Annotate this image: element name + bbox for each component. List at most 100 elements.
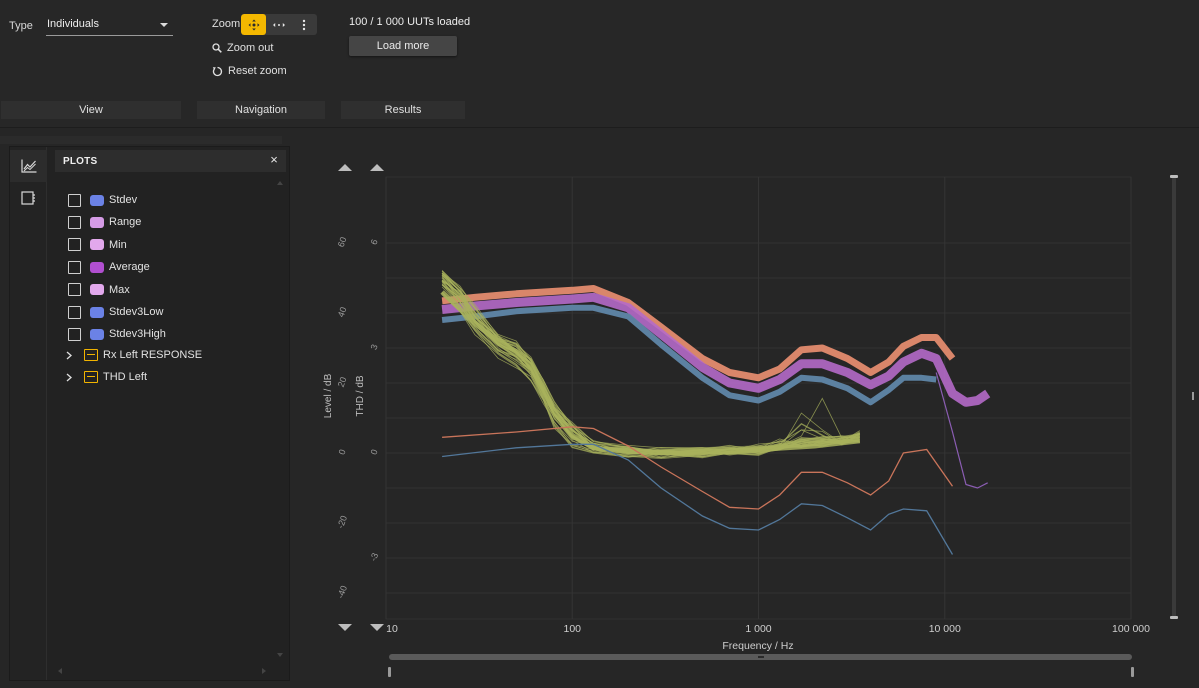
reset-zoom-label: Reset zoom	[228, 65, 287, 77]
horizontal-scrollbar-handle[interactable]	[388, 667, 391, 677]
x-tick-label: 100	[563, 623, 581, 635]
plots-panel: PLOTS × Stdev Range Min Average Max Stdev3Low…	[9, 146, 290, 681]
level-tick-label: 20	[336, 376, 349, 389]
chevron-right-icon[interactable]	[64, 348, 74, 362]
zoom-more-button[interactable]	[291, 14, 316, 35]
response-min-series[interactable]	[441, 304, 937, 406]
plot-item-label: Stdev	[109, 194, 138, 206]
plot-item-average[interactable]: Average	[68, 258, 150, 276]
type-select[interactable]: Individuals	[46, 15, 173, 36]
level-tick-label: 60	[336, 236, 349, 249]
color-swatch	[90, 216, 104, 228]
x-tick-label: 100 000	[1112, 623, 1150, 635]
checkbox[interactable]	[68, 327, 81, 341]
plot-item-stdev3high[interactable]: Stdev3High	[68, 325, 166, 343]
thd-tick-label: 6	[369, 238, 380, 246]
thd-max-series[interactable]	[442, 426, 954, 510]
pan-zoom-button[interactable]	[241, 14, 266, 35]
plot-item-label: Average	[109, 261, 150, 274]
x-axis-title: Frequency / Hz	[722, 640, 793, 652]
scroll-up-arrow[interactable]	[370, 164, 384, 171]
checkbox[interactable]	[68, 238, 81, 252]
horizontal-scrollbar-grip	[758, 656, 764, 658]
vertical-scrollbar[interactable]	[1172, 177, 1176, 619]
vertical-scrollbar-handle[interactable]	[1170, 616, 1178, 619]
thd-tick-label: 0	[369, 448, 380, 456]
plot-item-max[interactable]: Max	[68, 281, 130, 299]
load-more-button[interactable]: Load more	[349, 36, 457, 56]
chart-canvas[interactable]: 10 100 1 000 10 000 100 000 60 40 20 0 -20 -40 6 3 0 -…	[300, 140, 1199, 688]
scroll-up-arrow[interactable]	[277, 181, 283, 185]
checkbox[interactable]	[68, 305, 81, 319]
thd-trace	[441, 292, 860, 458]
series-group-icon	[84, 371, 98, 383]
section-view[interactable]: View	[1, 101, 181, 119]
scroll-up-arrow[interactable]	[338, 164, 352, 171]
scroll-down-arrow[interactable]	[277, 653, 283, 657]
chevron-right-icon[interactable]	[64, 370, 74, 384]
search-icon	[212, 43, 222, 53]
color-swatch	[90, 284, 104, 296]
color-swatch	[90, 328, 104, 340]
plot-item-label: Range	[109, 216, 142, 229]
scroll-right-arrow[interactable]	[262, 668, 266, 674]
reset-zoom-button[interactable]: Reset zoom	[212, 65, 287, 77]
plots-header: PLOTS ×	[55, 150, 286, 172]
checkbox[interactable]	[68, 215, 81, 229]
plot-item-stdev[interactable]: Stdev	[68, 191, 137, 209]
more-vertical-icon	[302, 19, 305, 30]
plot-item-label: Min	[109, 238, 127, 251]
response-max-series[interactable]	[441, 285, 956, 382]
section-results[interactable]: Results	[341, 101, 465, 119]
checkbox[interactable]	[68, 283, 81, 297]
close-icon[interactable]: ×	[270, 152, 278, 167]
level-tick-label: -40	[335, 584, 349, 600]
plot-item-label: Stdev3Low	[109, 306, 164, 318]
level-tick-label: 40	[336, 306, 349, 319]
thd-min-series[interactable]	[442, 443, 954, 555]
reset-icon	[212, 66, 223, 76]
panel-header-strip	[0, 136, 282, 144]
scroll-down-arrow[interactable]	[338, 624, 352, 631]
x-tick-label: 10 000	[929, 623, 961, 635]
type-label: Type	[9, 20, 33, 32]
plots-title: PLOTS	[63, 155, 98, 167]
plot-item-range[interactable]: Range	[68, 213, 141, 231]
color-swatch	[90, 239, 104, 251]
panel-icon-strip	[10, 147, 47, 680]
zoom-label: Zoom	[212, 18, 241, 30]
checkbox[interactable]	[68, 260, 81, 274]
panel-tab-button[interactable]	[10, 182, 47, 214]
type-select-value: Individuals	[47, 18, 99, 30]
vertical-scrollbar-handle[interactable]	[1170, 175, 1178, 178]
color-swatch	[90, 194, 104, 206]
chevron-down-icon	[160, 23, 168, 27]
y-axis-title-level: Level / dB	[323, 373, 334, 418]
horizontal-scrollbar-handle[interactable]	[1131, 667, 1134, 677]
thd-average-series[interactable]	[440, 290, 861, 456]
y-axis-title-thd: THD / dB	[355, 375, 366, 416]
plots-tab-button[interactable]	[10, 150, 47, 182]
plot-item-stdev3low[interactable]: Stdev3Low	[68, 303, 163, 321]
group-label: THD Left	[103, 371, 148, 383]
thd-tick-label: -3	[368, 551, 380, 562]
series-group-icon	[84, 349, 98, 361]
resize-grip[interactable]	[1192, 392, 1194, 400]
level-tick-label: -20	[335, 514, 349, 530]
zoom-out-button[interactable]: Zoom out	[212, 42, 273, 54]
section-navigation[interactable]: Navigation	[197, 101, 325, 119]
group-thd-left[interactable]: THD Left	[66, 368, 148, 386]
toolbar: Type Individuals Zoom Zoom	[0, 0, 1199, 128]
response-average-series[interactable]	[441, 292, 991, 407]
level-tick-label: 0	[337, 448, 348, 456]
scroll-left-arrow[interactable]	[58, 668, 62, 674]
plot-item-label: Stdev3High	[109, 328, 166, 341]
group-rx-left-response[interactable]: Rx Left RESPONSE	[66, 346, 202, 364]
scroll-down-arrow[interactable]	[370, 624, 384, 631]
horizontal-zoom-icon	[272, 22, 285, 27]
frequency-chart[interactable]: 10 100 1 000 10 000 100 000 60 40 20 0 -20 -40 6 3 0 -…	[300, 140, 1199, 688]
plot-item-min[interactable]: Min	[68, 236, 127, 254]
horizontal-zoom-button[interactable]	[266, 14, 291, 35]
pan-icon	[248, 19, 259, 30]
checkbox[interactable]	[68, 193, 81, 207]
